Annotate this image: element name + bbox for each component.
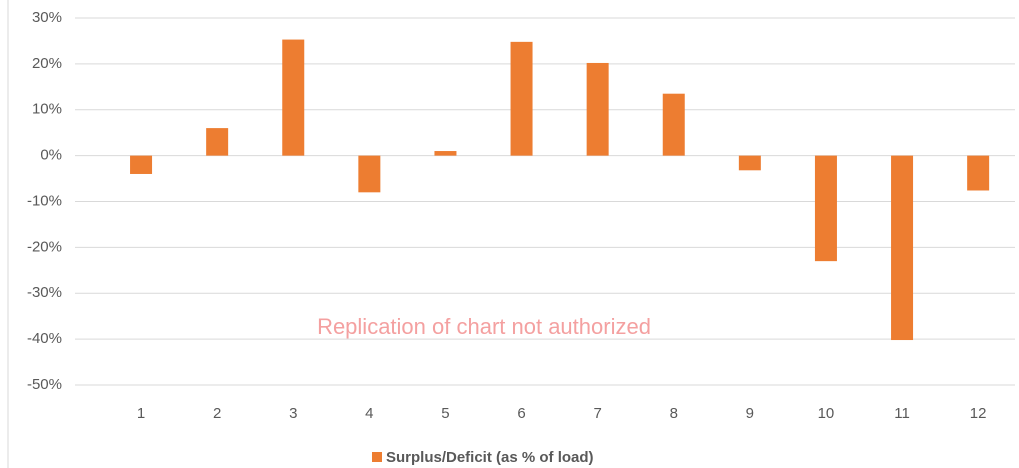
legend-label: Surplus/Deficit (as % of load) <box>386 449 594 466</box>
bar <box>967 155 990 191</box>
x-tick-label: 7 <box>593 405 601 422</box>
x-tick-label: 12 <box>970 405 987 422</box>
bar <box>130 155 153 174</box>
bar <box>738 155 761 171</box>
x-tick-label: 6 <box>517 405 525 422</box>
bar <box>662 93 685 156</box>
y-tick-label: 20% <box>32 55 62 72</box>
x-tick-label: 9 <box>746 405 754 422</box>
watermark: Replication of chart not authorized <box>317 314 651 339</box>
x-tick-label: 3 <box>289 405 297 422</box>
x-tick-label: 5 <box>441 405 449 422</box>
y-tick-label: 30% <box>32 9 62 26</box>
x-tick-label: 10 <box>818 405 835 422</box>
y-tick-label: 0% <box>40 147 62 164</box>
bar <box>510 41 533 156</box>
bar <box>206 128 229 156</box>
x-tick-label: 4 <box>365 405 373 422</box>
legend-swatch <box>372 452 382 462</box>
y-tick-label: -50% <box>27 376 62 393</box>
y-tick-label: -20% <box>27 238 62 255</box>
y-tick-label: -10% <box>27 192 62 209</box>
y-tick-label: 10% <box>32 101 62 118</box>
bar <box>891 155 914 341</box>
x-tick-label: 8 <box>670 405 678 422</box>
bar <box>586 62 609 156</box>
bar <box>282 39 305 156</box>
y-tick-label: -30% <box>27 284 62 301</box>
x-tick-label: 11 <box>894 405 910 422</box>
x-tick-label: 1 <box>137 405 145 422</box>
bar <box>434 151 457 156</box>
x-tick-label: 2 <box>213 405 221 422</box>
bar <box>358 155 381 193</box>
bar <box>814 155 837 262</box>
y-tick-label: -40% <box>27 330 62 347</box>
